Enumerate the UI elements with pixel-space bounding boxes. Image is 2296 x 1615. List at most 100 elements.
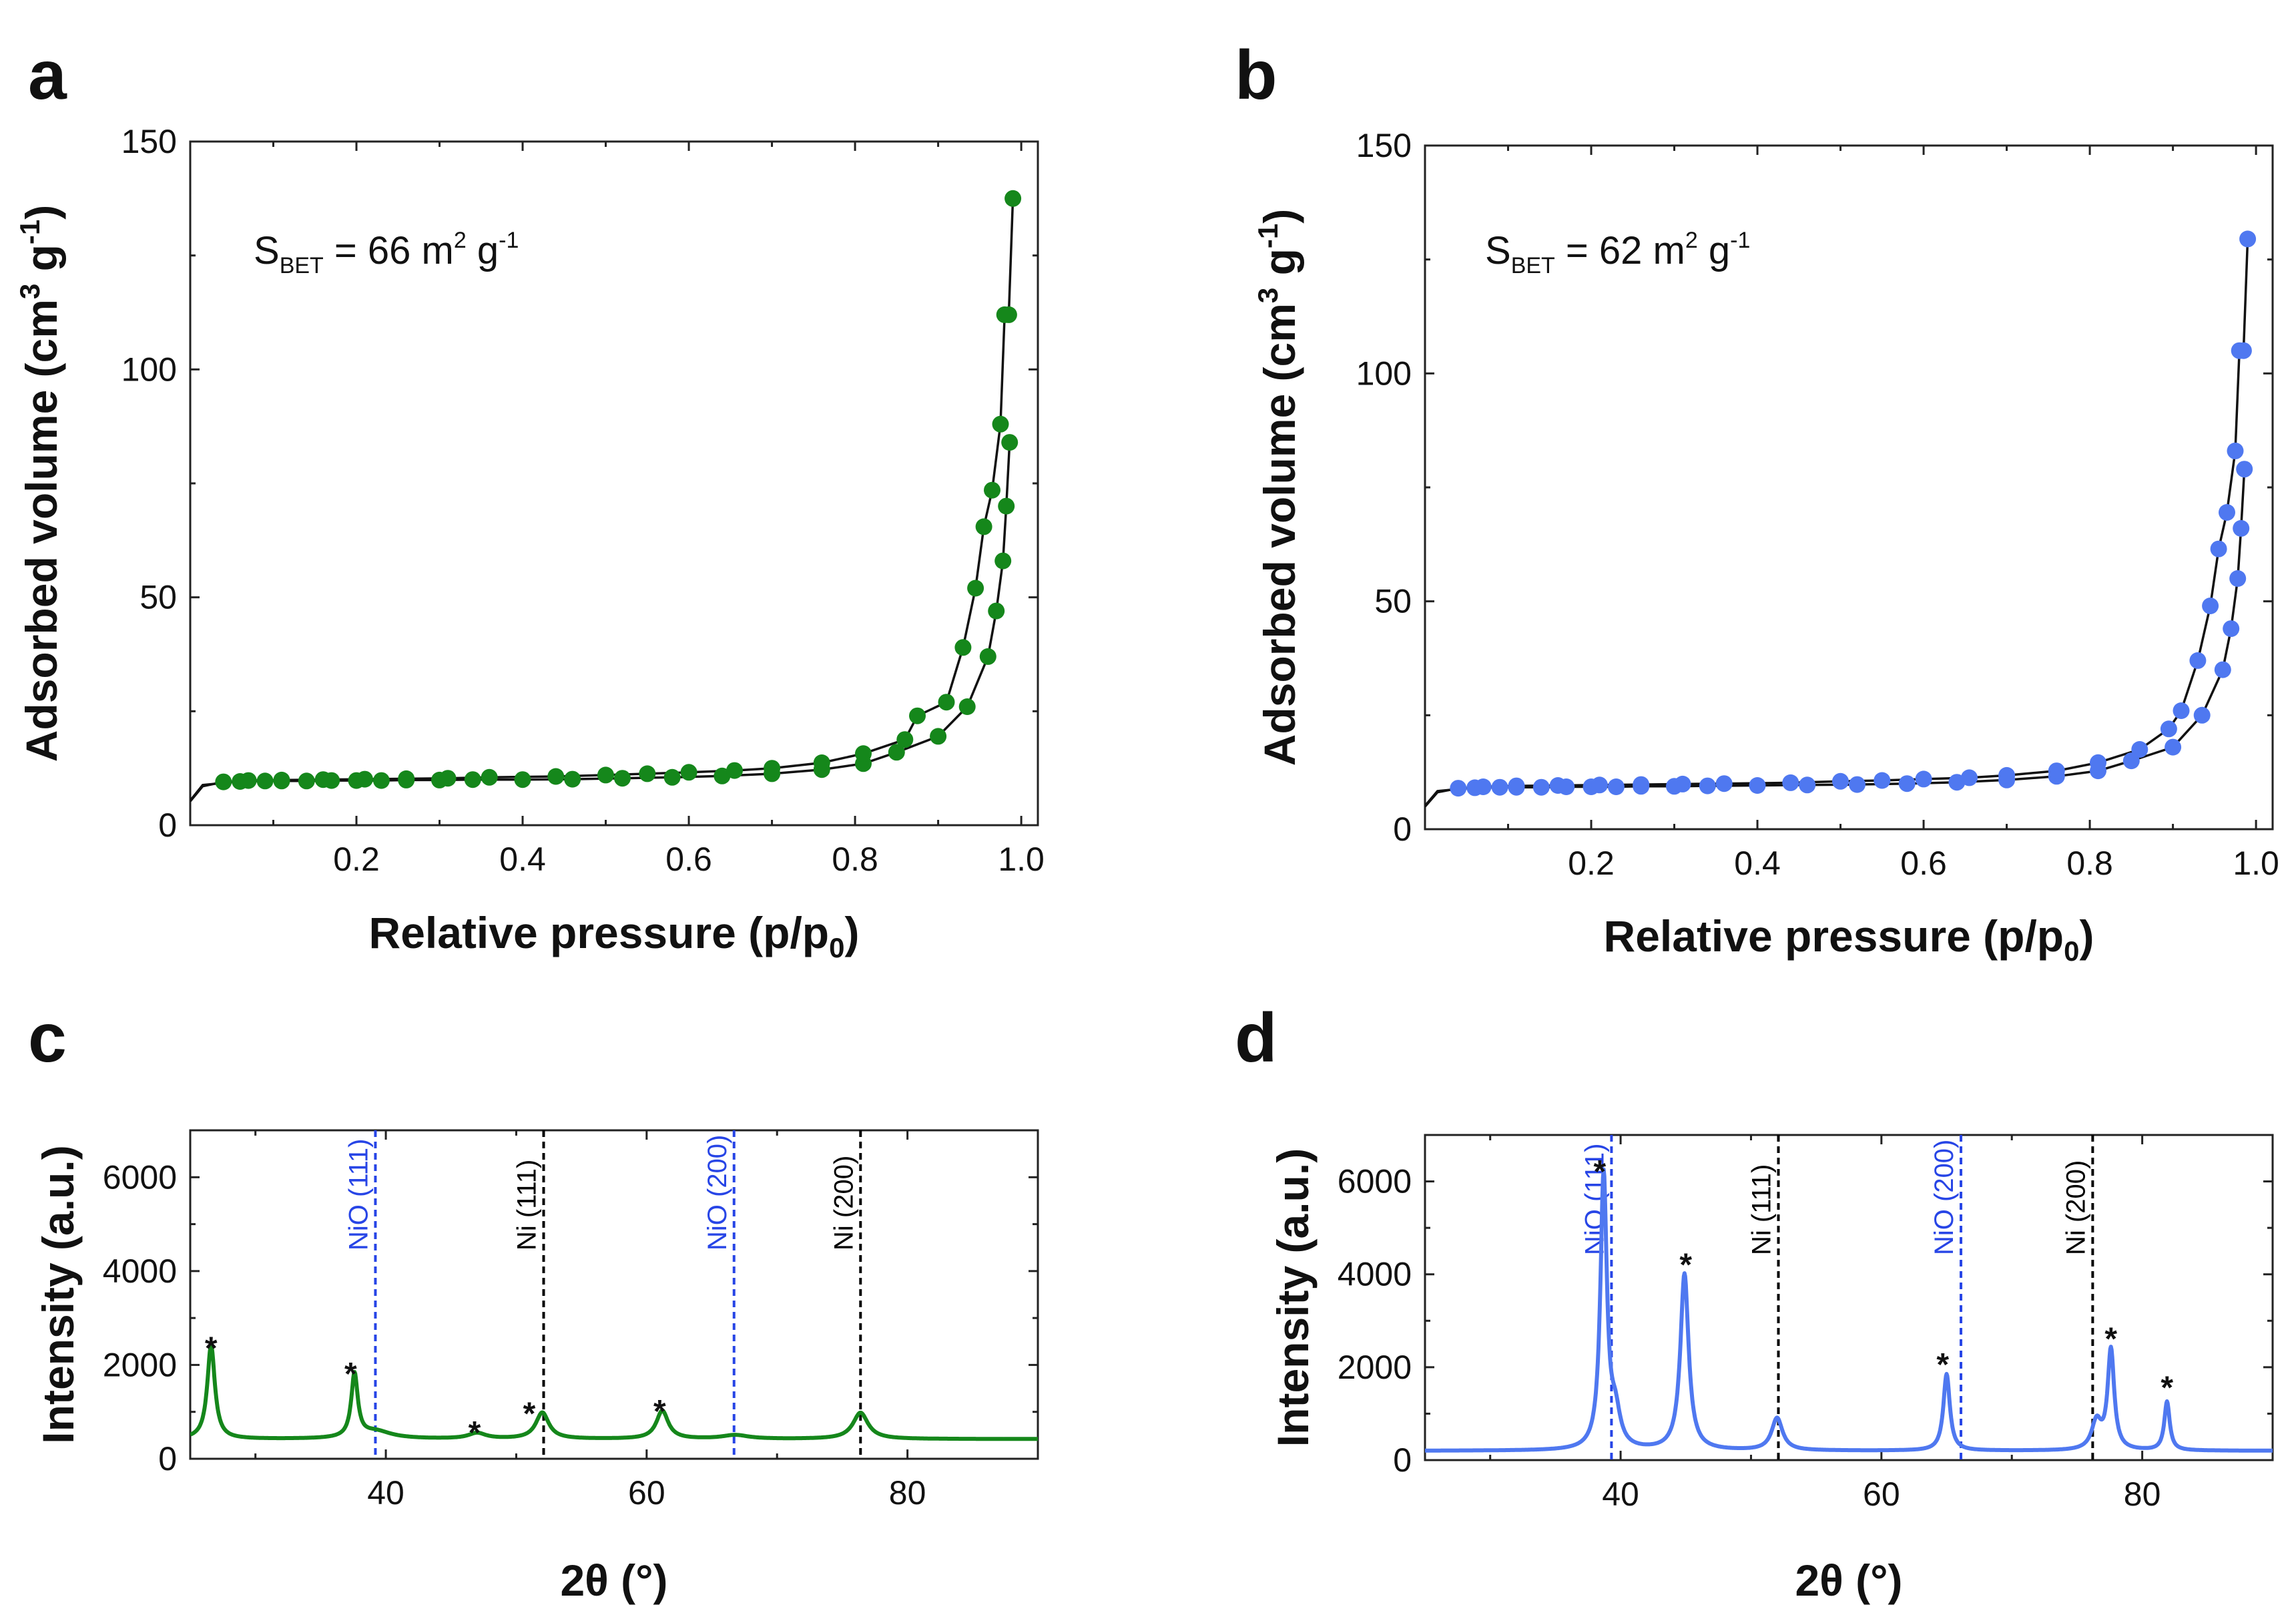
panel-letter: c — [28, 999, 67, 1077]
data-point — [314, 771, 332, 788]
data-point — [813, 754, 830, 771]
data-point — [967, 580, 984, 597]
data-point — [2090, 754, 2106, 771]
data-point — [1607, 778, 1625, 795]
data-point — [979, 648, 996, 665]
y-tick-label: 2000 — [103, 1346, 177, 1383]
xrd-line — [190, 1343, 1038, 1441]
data-point — [1633, 776, 1650, 793]
plot-frame — [189, 1129, 1039, 1460]
x-tick-label: 1.0 — [998, 841, 1045, 878]
y-tick-label: 4000 — [1338, 1256, 1412, 1293]
data-point — [713, 767, 731, 784]
data-point — [1849, 776, 1866, 793]
data-point — [2131, 741, 2148, 758]
data-point — [1832, 772, 1849, 790]
data-point — [2223, 620, 2240, 638]
y-tick-label: 4000 — [103, 1252, 177, 1290]
data-point — [1782, 774, 1799, 791]
data-point — [2160, 720, 2177, 738]
data-point — [996, 306, 1013, 323]
data-point — [2236, 461, 2253, 478]
data-point — [2122, 752, 2140, 770]
fit-curve-adsorption — [190, 442, 1011, 802]
peak-star: * — [653, 1394, 666, 1429]
panel-letter: d — [1235, 999, 1277, 1077]
x-axis-title: Relative pressure (p/p0) — [1604, 911, 2094, 967]
data-point — [2219, 504, 2235, 521]
data-point — [639, 765, 656, 782]
y-tick-label: 2000 — [1338, 1349, 1412, 1386]
data-point — [2239, 230, 2257, 248]
data-point — [2193, 706, 2211, 724]
peak-star: * — [344, 1357, 357, 1392]
data-point — [2210, 540, 2227, 557]
data-point — [992, 415, 1009, 433]
data-point — [726, 762, 743, 779]
y-tick-label: 6000 — [103, 1158, 177, 1196]
data-point — [2233, 519, 2250, 537]
sbet-annotation: SBET = 62 m2 g-1 — [1485, 228, 1750, 278]
data-point — [439, 770, 457, 787]
data-point — [1874, 772, 1891, 789]
data-point — [988, 602, 1005, 620]
series-desorption — [1474, 230, 2257, 795]
data-point — [1674, 775, 1691, 792]
y-tick-label: 150 — [121, 123, 177, 160]
peak-star: * — [205, 1331, 218, 1366]
series-desorption — [240, 190, 1022, 789]
data-point — [764, 760, 781, 777]
series-adsorption — [1450, 461, 2253, 797]
y-tick-label: 100 — [121, 351, 177, 388]
data-point — [398, 770, 415, 787]
data-point — [481, 768, 498, 786]
data-point — [954, 639, 972, 656]
peak-star: * — [2161, 1371, 2173, 1406]
x-tick-label: 0.4 — [1734, 845, 1781, 882]
data-point — [2048, 762, 2065, 780]
data-point — [1998, 766, 2016, 784]
y-tick-label: 50 — [1374, 583, 1412, 620]
data-point — [2189, 652, 2207, 669]
x-tick-label: 0.2 — [333, 841, 380, 878]
data-point — [938, 694, 955, 711]
x-tick-label: 1.0 — [2233, 845, 2279, 882]
data-point — [975, 518, 992, 535]
data-point — [240, 772, 257, 789]
x-tick-label: 80 — [889, 1474, 926, 1512]
y-tick-label: 0 — [1393, 1441, 1412, 1479]
y-tick-label: 0 — [158, 806, 177, 844]
reference-line-label: NiO (200) — [703, 1135, 732, 1250]
x-axis-title: 2θ (°) — [1795, 1556, 1902, 1605]
data-point — [547, 768, 565, 785]
reference-line-label: Ni (200) — [2061, 1160, 2090, 1255]
x-axis-title: 2θ (°) — [560, 1556, 667, 1605]
data-point — [680, 764, 697, 781]
y-axis-title: Intensity (a.u.) — [1268, 1148, 1318, 1447]
data-point — [1491, 778, 1508, 796]
panel-a: a 0.2 0.4 0.6 0.8 1.0 0 50 100 150 Relative pressu… — [14, 37, 1045, 963]
data-point — [1001, 434, 1019, 451]
data-point — [215, 773, 232, 790]
y-tick-label: 50 — [139, 579, 177, 616]
data-point — [1915, 770, 1932, 788]
reference-line-label: NiO (111) — [344, 1139, 373, 1250]
data-point — [930, 728, 947, 745]
y-axis-title: Adsorbed volume (cm3 g-1) — [14, 205, 66, 762]
x-tick-label: 0.8 — [2066, 845, 2113, 882]
data-point — [2165, 738, 2182, 756]
y-axis-title: Intensity (a.u.) — [33, 1145, 83, 1443]
data-point — [1474, 778, 1492, 795]
fit-curves — [1425, 238, 2249, 808]
data-point — [1549, 777, 1566, 794]
data-point — [1532, 778, 1550, 796]
x-tick-label: 40 — [1602, 1475, 1639, 1513]
data-point — [2214, 661, 2231, 678]
y-axis-title: Adsorbed volume (cm3 g-1) — [1252, 209, 1304, 766]
data-point — [614, 770, 631, 787]
data-point — [984, 481, 1000, 499]
panel-letter: a — [28, 37, 67, 114]
x-tick-label: 0.8 — [832, 841, 878, 878]
data-point — [855, 745, 872, 762]
data-point — [1699, 777, 1716, 794]
